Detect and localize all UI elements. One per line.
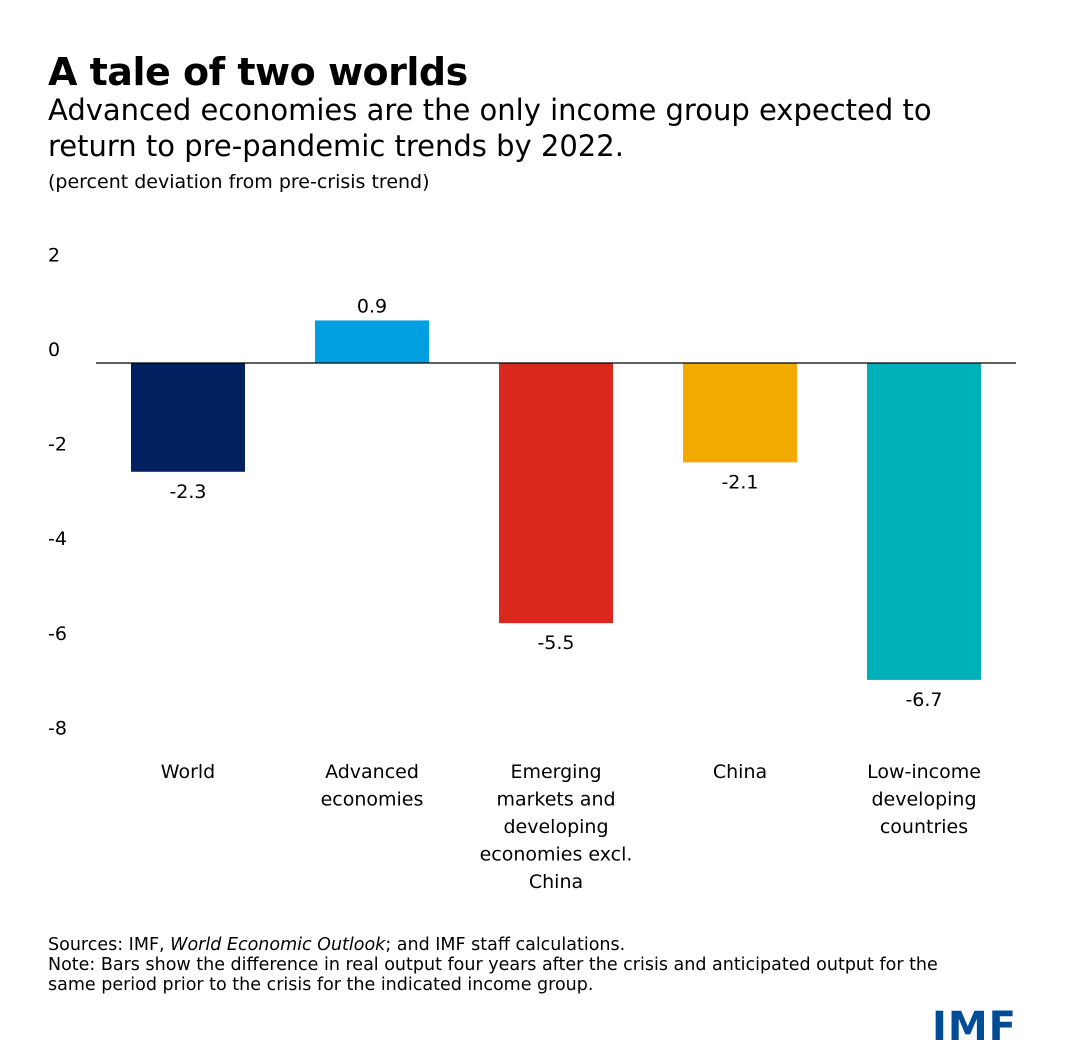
value-label: -2.1 [721,471,758,493]
category-label: World [161,761,215,783]
imf-logo: IMF [931,1004,1017,1050]
bar-3 [683,363,797,463]
y-tick-label: -8 [48,717,67,739]
sources-publication: World Economic Outlook [170,935,386,955]
category-label: Emerging markets and developing economies e… [480,761,633,893]
bar-1 [315,320,429,363]
bar-0 [131,363,245,472]
chart-title: A tale of two worlds [48,50,468,94]
bar-chart: 2 0 -2 -4 -6 -8 -2.3 World 0.9 Advanced economies -… [48,244,1016,893]
category-label: Low-income developing countries [867,761,981,838]
sources-prefix: Sources: IMF, [48,935,165,955]
y-tick-label: -4 [48,528,67,550]
unit-label: (percent deviation from pre-crisis trend… [48,171,430,193]
note-line: Note: Bars show the difference in real o… [48,955,938,995]
sources-line: Sources: IMF, World Economic Outlook; an… [48,935,948,955]
value-label: -2.3 [169,481,206,503]
value-label: -6.7 [905,689,942,711]
bar-2 [499,363,613,624]
y-tick-label: 2 [48,244,60,266]
y-tick-label: -2 [48,434,67,456]
category-label: China [713,761,767,783]
footer-notes: Sources: IMF, World Economic Outlook; an… [48,935,948,995]
value-label: -5.5 [537,632,574,654]
bar-4 [867,363,981,680]
chart-subtitle: Advanced economies are the only income g… [48,93,932,163]
y-tick-label: -6 [48,623,67,645]
y-tick-label: 0 [48,339,60,361]
category-label: Advanced economies [321,761,424,811]
sources-suffix: ; and IMF staff calculations. [385,935,626,955]
value-label: 0.9 [357,295,387,317]
